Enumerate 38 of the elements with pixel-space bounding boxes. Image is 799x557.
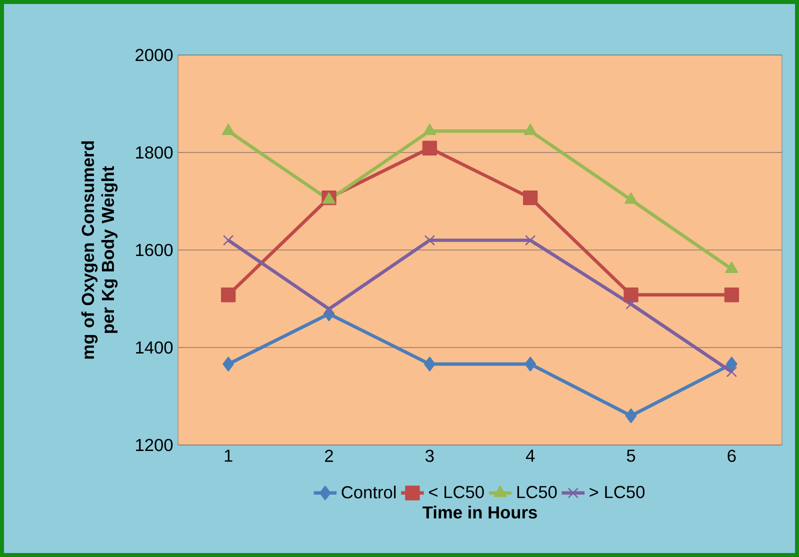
point <box>524 234 536 246</box>
x-tick-label: 4 <box>526 450 535 462</box>
y-tick-label: 1800 <box>136 146 173 159</box>
y-tick-label: 1600 <box>136 244 173 256</box>
x-tick-label: 3 <box>426 450 434 462</box>
point <box>626 298 636 310</box>
legend-label: < LC50 <box>429 486 484 498</box>
point <box>724 288 740 302</box>
legend-label: Control <box>342 486 396 498</box>
point <box>222 124 235 136</box>
point <box>625 408 637 424</box>
point <box>524 356 536 372</box>
point <box>422 140 438 156</box>
y-tick-label: 2000 <box>136 48 173 62</box>
point <box>222 356 234 372</box>
legend-label: LC50 <box>517 486 557 498</box>
y-axis-title: mg of Oxygen Consumerd per Kg Body Weight <box>81 141 118 359</box>
point <box>524 124 537 136</box>
point <box>222 234 234 246</box>
x-tick-label: 2 <box>325 450 333 462</box>
point <box>726 356 738 372</box>
point <box>624 192 638 204</box>
point <box>725 262 738 274</box>
x-axis-title: Time in Hours <box>422 506 537 519</box>
point <box>423 124 436 136</box>
y-tick-label: 1400 <box>136 341 173 354</box>
legend-label: > LC50 <box>590 486 645 498</box>
point <box>424 356 436 372</box>
x-tick-label: 6 <box>728 450 736 462</box>
point <box>221 288 236 302</box>
point <box>424 234 436 246</box>
point <box>324 304 334 314</box>
point <box>522 190 538 206</box>
y-tick-label: 1200 <box>136 438 173 452</box>
x-tick-label: 1 <box>224 450 232 462</box>
point <box>624 288 638 302</box>
point <box>726 366 738 378</box>
x-tick-label: 5 <box>626 450 636 462</box>
